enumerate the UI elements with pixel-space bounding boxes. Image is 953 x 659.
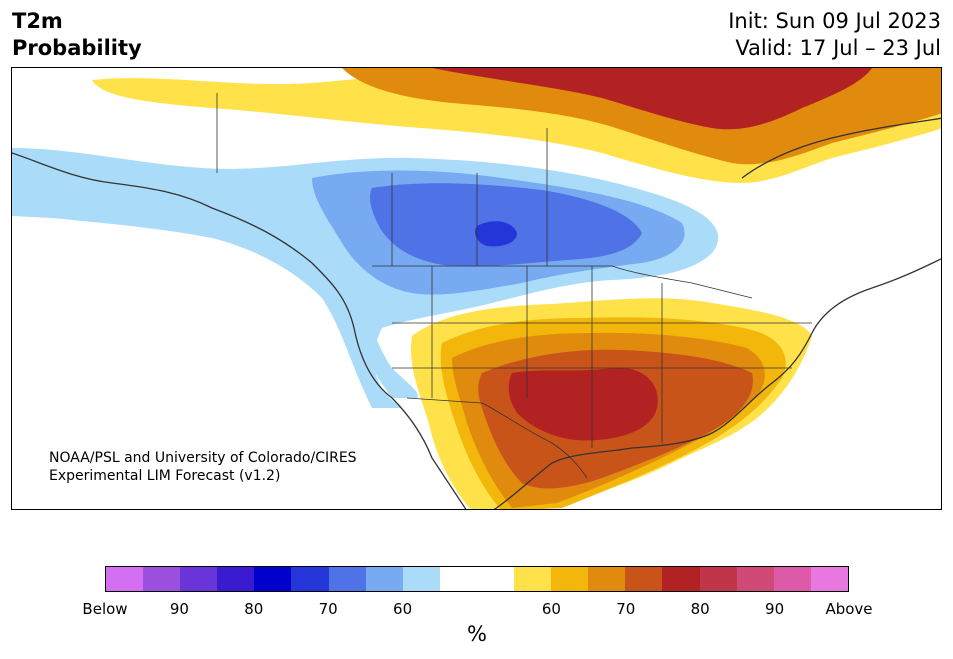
colorbar-tick-label: 80 [244, 600, 264, 618]
credit-text: NOAA/PSL and University of Colorado/CIRE… [49, 449, 357, 485]
us-canada-border [372, 265, 753, 299]
colorbar-segment [551, 567, 589, 591]
credit-line-2: Experimental LIM Forecast (v1.2) [49, 468, 281, 484]
colorbar-segment [291, 567, 329, 591]
colorbar-segment [476, 567, 515, 591]
atlantic-coastline [811, 258, 941, 334]
colorbar-tick-label: Above [825, 600, 873, 618]
colorbar-segment [106, 567, 144, 591]
map-title: T2m Probability [12, 8, 142, 62]
colorbar-segment [365, 567, 403, 591]
title-variable: T2m [12, 9, 63, 33]
warm-anomaly-region [411, 298, 812, 509]
colorbar-tick-label: 70 [318, 600, 338, 618]
arctic-warm-region [92, 68, 941, 183]
colorbar-segment [402, 567, 440, 591]
pacific-cool-strip [352, 298, 418, 398]
us-mexico-border [406, 397, 588, 479]
colorbar-tick-label: 80 [690, 600, 710, 618]
colorbar-segment [180, 567, 218, 591]
credit-line-1: NOAA/PSL and University of Colorado/CIRE… [49, 450, 357, 466]
forecast-map [11, 67, 942, 510]
colorbar-segment [625, 567, 663, 591]
colorbar-tick-label: Below [82, 600, 128, 618]
probability-colorbar [105, 566, 849, 592]
colorbar-segment [217, 567, 255, 591]
pacific-coastline [12, 152, 467, 509]
colorbar-tick-label: 60 [393, 600, 413, 618]
colorbar-segment [773, 567, 811, 591]
colorbar-unit: % [467, 622, 487, 646]
hudson-bay-coastline [741, 117, 941, 179]
cool-level-75 [475, 221, 517, 247]
warm-level-80 [508, 367, 658, 441]
title-product: Probability [12, 36, 142, 60]
date-info: Init: Sun 09 Jul 2023 Valid: 17 Jul – 23… [728, 8, 941, 62]
colorbar-segment [514, 567, 552, 591]
colorbar-segment [143, 567, 181, 591]
colorbar-tick-label: 90 [765, 600, 785, 618]
colorbar-tick-label: 70 [616, 600, 636, 618]
colorbar-segment [662, 567, 700, 591]
colorbar-segment [439, 567, 477, 591]
arctic-level-80 [432, 68, 872, 130]
colorbar-segment [810, 567, 848, 591]
political-borders [216, 93, 812, 479]
colorbar-tick-label: 90 [169, 600, 189, 618]
valid-date: Valid: 17 Jul – 23 Jul [735, 36, 941, 60]
colorbar-segment [699, 567, 737, 591]
coastlines [12, 117, 941, 509]
colorbar-segment [328, 567, 366, 591]
cool-anomaly-region [12, 148, 719, 408]
init-date: Init: Sun 09 Jul 2023 [728, 9, 941, 33]
colorbar-segment [588, 567, 626, 591]
colorbar-segment [254, 567, 292, 591]
map-canvas [12, 68, 941, 509]
gulf-coastline [493, 332, 813, 509]
colorbar-segment [736, 567, 774, 591]
colorbar-tick-label: 60 [541, 600, 561, 618]
